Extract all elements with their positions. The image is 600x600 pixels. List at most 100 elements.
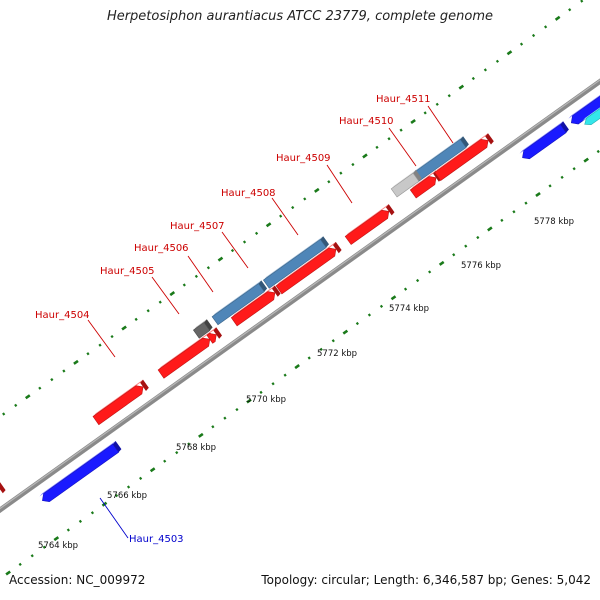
inner-tick-mark [42, 545, 46, 549]
gene-haur-4504 [92, 385, 144, 426]
gene-haur-4511 [434, 138, 489, 182]
gene-steel-2-side [320, 236, 329, 248]
outer-tick-mark [423, 111, 427, 115]
inner-tick-mark [307, 356, 311, 360]
gene-label: Haur_4509 [276, 153, 331, 164]
outer-tick-mark [387, 137, 391, 141]
outer-tick-mark [62, 369, 66, 373]
outer-tick-mark [134, 317, 138, 321]
tick-label: 5764 kbp [38, 541, 78, 551]
gene-reverse-2-side [560, 121, 569, 133]
gene-label: Haur_4508 [221, 188, 276, 199]
inner-tick-mark [18, 562, 22, 567]
inner-tick-mark [187, 442, 191, 446]
inner-tick-mark [175, 450, 179, 455]
gene-label-leader [99, 497, 129, 539]
inner-tick-mark [66, 528, 70, 532]
inner-tick-mark [476, 235, 480, 240]
outer-tick-mark [554, 15, 561, 21]
gene-haur-4504-side [140, 379, 149, 391]
inner-tick-mark [512, 210, 516, 214]
outer-tick-mark [73, 359, 79, 365]
gene-forward-partial-side [0, 482, 6, 494]
inner-tick-mark [246, 398, 252, 404]
gene-label-leader [187, 255, 214, 293]
inner-tick-mark [342, 329, 349, 335]
gene-label-leader [271, 197, 299, 236]
tick-label: 5778 kbp [534, 217, 574, 227]
inner-tick-mark [524, 201, 528, 205]
inner-tick-mark [560, 175, 564, 179]
inner-tick-mark [319, 347, 323, 351]
gene-haur-4510 [409, 176, 437, 199]
inner-tick-mark [583, 157, 589, 163]
gene-label-leader [151, 276, 180, 315]
gene-label: Haur_4504 [35, 310, 90, 321]
outer-tick-mark [217, 256, 224, 262]
outer-tick-mark [495, 59, 500, 63]
outer-tick-mark [50, 377, 54, 382]
gene-label: Haur_4506 [134, 243, 189, 254]
outer-tick-mark [351, 162, 355, 167]
outer-tick-mark [435, 102, 439, 106]
backbone-highlight [0, 79, 600, 510]
inner-tick-mark [487, 226, 493, 232]
outer-tick-mark [362, 153, 368, 159]
accession-text: Accession: NC_009972 [9, 573, 146, 587]
outer-tick-mark [98, 343, 102, 347]
inner-tick-mark [500, 218, 504, 222]
outer-tick-mark [531, 33, 536, 38]
inner-tick-mark [452, 253, 456, 257]
outer-tick-mark [447, 94, 451, 98]
gene-label: Haur_4507 [170, 221, 225, 232]
gene-haur-4511-side [485, 133, 494, 145]
gene-steel-1-side [258, 280, 268, 292]
gene-haur-4503-side [112, 441, 122, 453]
gene-haur-4507-side [272, 285, 281, 297]
map-title: Herpetosiphon aurantiacus ATCC 23779, co… [106, 9, 494, 24]
gene-label-leader [388, 127, 417, 167]
inner-tick-mark [30, 554, 34, 558]
gene-haur-4505 [157, 337, 211, 379]
outer-tick-mark [375, 145, 379, 149]
tick-label: 5776 kbp [461, 261, 501, 271]
outer-tick-mark [230, 248, 235, 253]
outer-tick-mark [291, 205, 295, 210]
outer-tick-mark [265, 222, 272, 228]
inner-tick-mark [90, 511, 95, 515]
gene-reverse-2 [522, 124, 567, 160]
outer-tick-mark [483, 68, 487, 72]
outer-tick-mark [242, 240, 247, 244]
gene-haur-4506 [206, 333, 217, 344]
outer-tick-mark [544, 25, 548, 29]
gene-reverse-3 [570, 95, 600, 125]
inner-tick-mark [283, 373, 287, 377]
gene-steel-2 [262, 238, 327, 289]
outer-tick-mark [399, 128, 403, 132]
gene-steel-3-side [460, 136, 469, 148]
tick-label: 5774 kbp [389, 304, 429, 314]
gene-grey-side [413, 169, 422, 182]
gene-label: Haur_4510 [339, 116, 394, 127]
outer-tick-mark [194, 274, 198, 278]
inner-tick-mark [53, 536, 60, 542]
gene-label-leader [427, 105, 454, 144]
outer-tick-mark [206, 266, 210, 270]
gene-haur-4507 [230, 291, 276, 327]
inner-tick-mark [379, 304, 384, 308]
inner-tick-mark [294, 364, 300, 370]
outer-tick-mark [303, 197, 307, 201]
gene-haur-4506-side [213, 327, 222, 339]
outer-tick-mark [580, 0, 584, 3]
gene-label: Haur_4503 [129, 534, 184, 545]
inner-tick-mark [78, 519, 82, 524]
outer-tick-mark [254, 231, 259, 235]
genome-summary-text: Topology: circular; Length: 6,346,587 bp… [261, 573, 591, 587]
gene-haur-4508 [275, 247, 337, 295]
tick-label: 5770 kbp [246, 395, 286, 405]
gene-steel-1 [211, 283, 265, 326]
gene-label: Haur_4505 [100, 266, 155, 277]
gene-haur-4509 [344, 209, 390, 245]
gene-haur-4509-side [385, 204, 395, 216]
